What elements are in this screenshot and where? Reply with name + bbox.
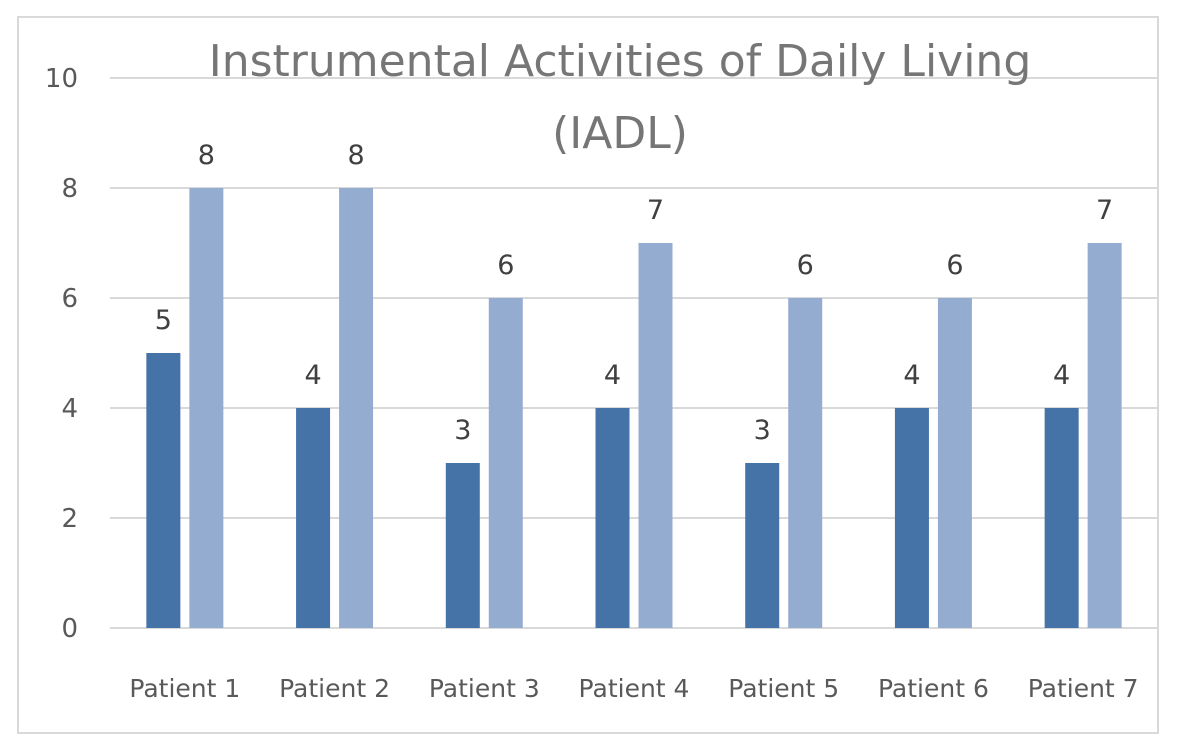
data-label: 4 (304, 360, 321, 391)
bar-series2-3 (488, 298, 523, 628)
y-tick-label: 4 (61, 394, 78, 424)
data-label: 5 (155, 305, 172, 336)
bar-series2-2 (339, 188, 374, 628)
bar-series2-6 (937, 298, 972, 628)
x-axis-categories: Patient 1 Patient 2 Patient 3 Patient 4 Pati… (129, 674, 1138, 703)
bar-series1-6 (894, 408, 929, 628)
data-label: 6 (497, 250, 514, 281)
x-category-label: Patient 7 (1028, 674, 1139, 703)
bar-series2-5 (788, 298, 823, 628)
bar-series1-4 (595, 408, 630, 628)
x-category-label: Patient 2 (279, 674, 390, 703)
bar-series1-2 (296, 408, 331, 628)
chart-title-line-2: (IADL) (552, 108, 688, 159)
bar-series1-5 (745, 463, 780, 628)
y-tick-label: 10 (45, 64, 78, 94)
y-tick-label: 8 (61, 174, 78, 204)
bars (146, 188, 1122, 628)
data-label: 6 (797, 250, 814, 281)
data-labels: 5 8 4 8 3 6 4 7 3 6 4 6 4 7 (155, 140, 1113, 446)
data-label: 4 (1053, 360, 1070, 391)
bar-series2-7 (1087, 243, 1122, 628)
gridlines (110, 77, 1158, 629)
data-label: 3 (754, 415, 771, 446)
x-category-label: Patient 1 (129, 674, 240, 703)
data-label: 4 (604, 360, 621, 391)
y-tick-label: 6 (61, 284, 78, 314)
chart-title: Instrumental Activities of Daily Living … (209, 36, 1032, 159)
bar-series1-3 (445, 463, 480, 628)
bar-series2-4 (638, 243, 673, 628)
bar-series1-7 (1044, 408, 1079, 628)
y-axis-ticks: 0 2 4 6 8 10 (45, 64, 78, 644)
y-tick-label: 0 (61, 614, 78, 644)
data-label: 8 (347, 140, 364, 171)
x-category-label: Patient 5 (728, 674, 839, 703)
data-label: 3 (454, 415, 471, 446)
bar-series1-1 (146, 353, 181, 628)
data-label: 7 (647, 195, 664, 226)
x-category-label: Patient 3 (429, 674, 540, 703)
data-label: 7 (1096, 195, 1113, 226)
data-label: 8 (198, 140, 215, 171)
data-label: 4 (903, 360, 920, 391)
chart-title-line-1: Instrumental Activities of Daily Living (209, 36, 1032, 87)
x-category-label: Patient 4 (579, 674, 690, 703)
x-category-label: Patient 6 (878, 674, 989, 703)
data-label: 6 (946, 250, 963, 281)
y-tick-label: 2 (61, 504, 78, 534)
bar-series2-1 (189, 188, 224, 628)
